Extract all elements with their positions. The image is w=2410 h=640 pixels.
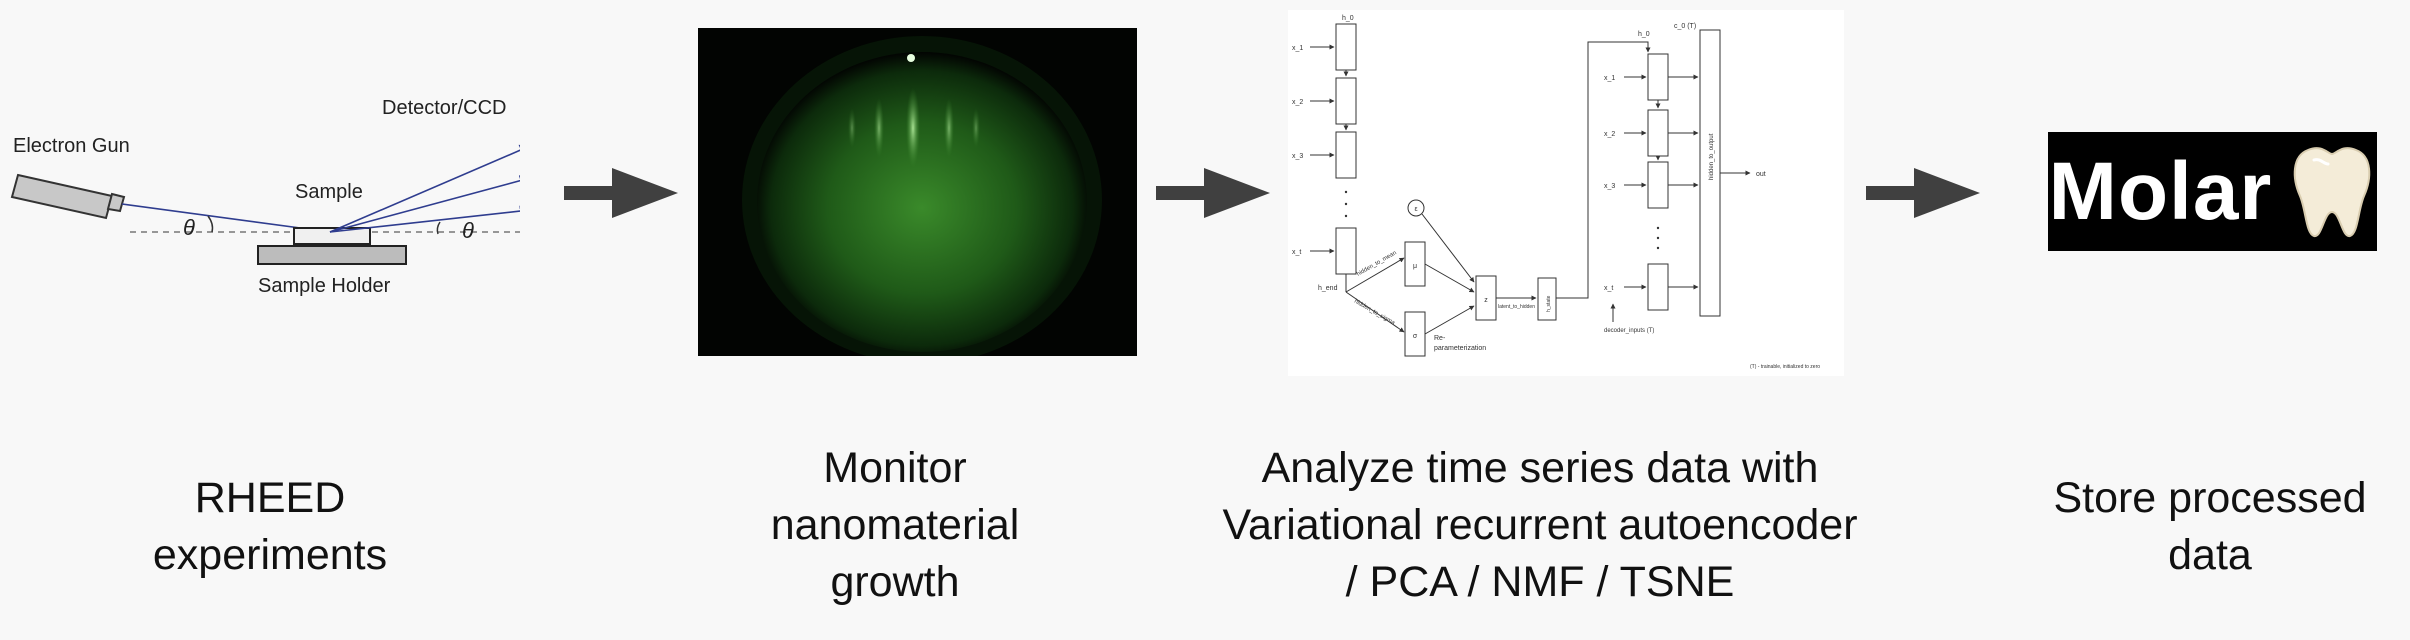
epsilon-node: [1407, 199, 1425, 217]
sample: [293, 227, 371, 245]
diffracted-beam: [329, 175, 520, 233]
specular-spot: [907, 54, 915, 62]
footnote: (T) - trainable, initialized to zero: [1750, 364, 1820, 370]
electron-gun-label: Electron Gun: [13, 135, 130, 157]
diffracted-beam: [329, 205, 520, 233]
h-state-node: [1537, 277, 1557, 321]
svg-text:σ: σ: [1413, 333, 1418, 340]
svg-text:parameterization: parameterization: [1434, 345, 1486, 352]
decoder-inputs-label: decoder_inputs (T): [1604, 328, 1654, 334]
electron-gun-icon: [10, 173, 126, 220]
caption-rheed-experiments: RHEED experiments: [152, 474, 388, 579]
sample-holder-label: Sample Holder: [258, 275, 391, 297]
theta-incident-label: θ: [183, 215, 195, 240]
sample-label: Sample: [295, 181, 363, 203]
caption-store-data: Store processed data: [2053, 474, 2367, 579]
svg-text:x_1: x_1: [1604, 75, 1615, 82]
latent-to-hidden-label: latent_to_hidden: [1498, 304, 1535, 310]
decoder-cells: [1647, 29, 1721, 317]
encoder-xt-label: x_t: [1292, 249, 1301, 256]
ellipsis-dots: [1344, 190, 1348, 218]
sample-holder: [257, 245, 407, 265]
svg-text:x_2: x_2: [1604, 131, 1615, 138]
caption-monitor-growth: Monitor nanomaterial growth: [770, 444, 1020, 606]
flow-arrow: [1866, 168, 1980, 218]
h-state-label: h_state: [1546, 295, 1552, 312]
molar-logo-text: Molar: [2048, 145, 2273, 237]
encoder-cells: [1335, 23, 1357, 275]
caption-analyze-data: Analyze time series data with Variationa…: [1222, 444, 1858, 606]
output-label: out: [1756, 171, 1766, 178]
svg-text:μ: μ: [1413, 263, 1417, 270]
vrae-architecture-diagram: h_0 x_1 x_2 x_3 x_t h_end hidden_to_mean…: [1288, 10, 1844, 376]
encoder-x1-label: x_1: [1292, 45, 1303, 52]
rheed-pattern-image: [698, 28, 1137, 356]
h-end-label: h_end: [1318, 285, 1338, 292]
molar-logo: Molar: [2048, 132, 2377, 251]
c0-label: c_0 (T): [1674, 23, 1696, 30]
svg-text:ε: ε: [1414, 206, 1417, 213]
flow-arrow: [564, 168, 678, 218]
svg-text:z: z: [1484, 297, 1488, 304]
hidden-to-output-label: hidden_to_output: [1709, 133, 1715, 180]
reparam-label: Re-: [1434, 335, 1446, 342]
diffracted-beam: [329, 144, 520, 233]
svg-text:x_t: x_t: [1604, 285, 1613, 292]
tooth-icon: [2294, 146, 2371, 237]
svg-text:x_3: x_3: [1604, 183, 1615, 190]
encoder-x2-label: x_2: [1292, 99, 1303, 106]
detector-label: Detector/CCD: [382, 97, 506, 119]
decoder-h0-label: h_0: [1638, 31, 1650, 38]
theta-diffracted-label: θ: [462, 218, 474, 243]
flow-arrow: [1156, 168, 1270, 218]
encoder-h0-label: h_0: [1342, 15, 1354, 22]
rheed-setup-diagram: Electron Gun θ θ Sample Sample Holder De…: [10, 97, 520, 297]
encoder-x3-label: x_3: [1292, 153, 1303, 160]
